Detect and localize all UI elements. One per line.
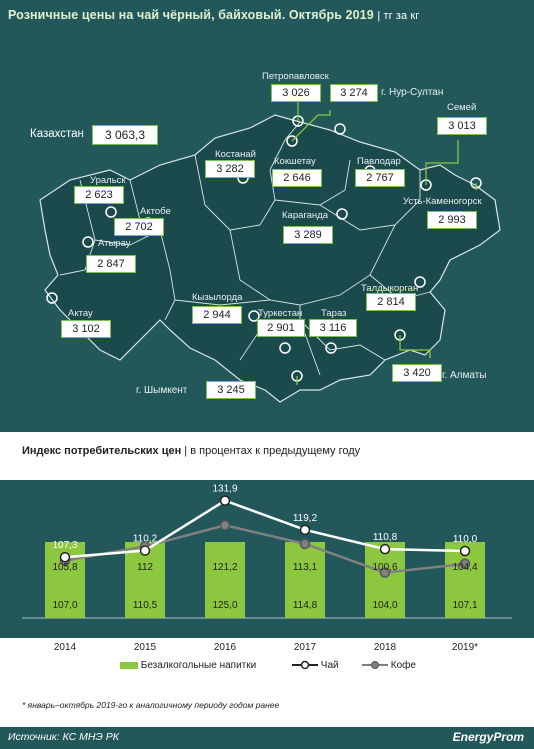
coffee-data-label: 104,4 bbox=[452, 562, 477, 573]
region-name: Кызылорда bbox=[192, 292, 243, 303]
region-name: Семей bbox=[447, 102, 477, 113]
cpi-section-title: Индекс потребительских цен | в процентах… bbox=[22, 445, 361, 457]
map-panel: Казахстан 3 063,3 Петропавловск 3 026 г.… bbox=[0, 30, 534, 432]
coffee-data-label: 105,8 bbox=[52, 562, 77, 573]
region-value: 3 245 bbox=[206, 381, 256, 399]
bar bbox=[365, 542, 405, 618]
bar-data-label: 104,0 bbox=[372, 600, 397, 611]
source-text: Источник: КС МНЭ РК bbox=[8, 731, 119, 743]
region-value: 2 847 bbox=[86, 255, 136, 273]
x-tick-label: 2019* bbox=[452, 642, 478, 653]
region-value: 2 901 bbox=[257, 319, 305, 337]
region-value: 2 944 bbox=[192, 306, 242, 324]
tea-data-label: 119,2 bbox=[293, 513, 318, 524]
region-name: Туркестан bbox=[258, 308, 303, 319]
tea-point bbox=[219, 495, 231, 506]
region-value: 3 013 bbox=[437, 117, 487, 135]
region-name: г. Нур-Султан bbox=[381, 87, 444, 98]
x-tick-labels: 2014 2015 2016 2017 2018 2019* bbox=[54, 642, 478, 653]
coffee-data-label: 112 bbox=[137, 562, 153, 573]
region-value: 3 274 bbox=[330, 84, 378, 102]
legend-coffee-swatch bbox=[362, 661, 388, 670]
bar-data-label: 107,0 bbox=[52, 600, 77, 611]
region-name: Петропавловск bbox=[262, 71, 329, 82]
region-value: 3 289 bbox=[283, 226, 333, 244]
bar-data-label: 125,0 bbox=[212, 600, 237, 611]
region-name: г. Алматы bbox=[442, 370, 487, 381]
coffee-point bbox=[219, 519, 231, 531]
tea-point bbox=[139, 545, 151, 556]
region-value: 2 814 bbox=[366, 293, 416, 311]
region-value: 2 623 bbox=[74, 186, 124, 204]
region-name: Костанай bbox=[215, 149, 256, 160]
tea-point bbox=[459, 545, 471, 557]
footnote: * январь–октябрь 2019-го к аналогичному … bbox=[22, 700, 280, 710]
bar-data-label: 114,8 bbox=[293, 600, 318, 611]
legend-item-coffee: Кофе bbox=[362, 660, 416, 671]
tea-data-label: 131,9 bbox=[212, 484, 237, 495]
country-value: 3 063,3 bbox=[92, 125, 158, 145]
x-tick-label: 2014 bbox=[54, 642, 77, 653]
coffee-point bbox=[299, 538, 311, 550]
region-name: Актобе bbox=[140, 206, 171, 217]
bar bbox=[285, 542, 325, 618]
tea-data-label: 110,0 bbox=[453, 534, 478, 545]
coffee-point bbox=[379, 567, 391, 578]
region-value: 2 646 bbox=[272, 169, 322, 187]
bar-data-label: 110,5 bbox=[133, 600, 158, 611]
legend-item-tea: Чай bbox=[292, 660, 339, 671]
x-tick-label: 2018 bbox=[374, 642, 397, 653]
tea-point bbox=[59, 551, 71, 563]
line-tea bbox=[64, 499, 466, 559]
region-value: 3 420 bbox=[392, 364, 442, 382]
region-value: 2 767 bbox=[355, 169, 405, 187]
footer-bar: Источник: КС МНЭ РК EnergyProm bbox=[0, 727, 534, 749]
region-value: 3 282 bbox=[205, 160, 255, 178]
region-name: Уральск bbox=[90, 175, 126, 186]
legend-tea-swatch bbox=[292, 661, 318, 670]
region-name: Караганда bbox=[282, 210, 328, 221]
legend-bar-swatch bbox=[120, 661, 138, 669]
header-bar: Розничные цены на чай чёрный, байховый. … bbox=[0, 0, 534, 30]
region-name: Талдыкорган bbox=[361, 283, 419, 294]
coffee-data-label: 113,1 bbox=[293, 562, 318, 573]
region-name: Атырау bbox=[98, 238, 131, 249]
x-tick-label: 2017 bbox=[294, 642, 317, 653]
coffee-data-label: 100,6 bbox=[372, 562, 397, 573]
chart-legend: Безалкогольные напитки Чай Кофе bbox=[0, 660, 534, 674]
cpi-chart: 107,3 105,8 107,0 110,2 112 110,5 131,9 121,2 12… bbox=[0, 480, 534, 638]
region-name: Кокшетау bbox=[274, 156, 316, 167]
coffee-point bbox=[459, 558, 471, 570]
region-name: Актау bbox=[68, 308, 93, 319]
region-value: 2 702 bbox=[114, 218, 164, 236]
legend-item-bar: Безалкогольные напитки bbox=[120, 660, 256, 671]
x-tick-label: 2016 bbox=[214, 642, 237, 653]
x-tick-label: 2015 bbox=[134, 642, 157, 653]
coffee-data-label: 121,2 bbox=[212, 562, 237, 573]
tea-point bbox=[299, 524, 311, 536]
line-coffee bbox=[64, 523, 466, 574]
region-name: Усть-Каменогорск bbox=[403, 196, 482, 207]
region-name: Павлодар bbox=[357, 156, 401, 167]
tea-data-label: 107,3 bbox=[52, 540, 77, 551]
cpi-chart-svg: 107,3 105,8 107,0 110,2 112 110,5 131,9 121,2 12… bbox=[22, 484, 512, 619]
energyprom-logo: EnergyProm bbox=[452, 730, 524, 744]
callout-lines bbox=[291, 100, 477, 385]
page-title: Розничные цены на чай чёрный, байховый. … bbox=[8, 8, 420, 22]
tea-data-label: 110,8 bbox=[373, 532, 398, 543]
tea-point bbox=[379, 543, 391, 555]
region-value: 3 026 bbox=[271, 84, 321, 102]
region-value: 2 993 bbox=[427, 211, 477, 229]
region-value: 3 116 bbox=[309, 319, 357, 337]
country-label: Казахстан bbox=[30, 128, 84, 140]
region-name: Тараз bbox=[321, 308, 347, 319]
bar bbox=[205, 542, 245, 618]
region-name: г. Шымкент bbox=[136, 385, 188, 396]
bar-data-label: 107,1 bbox=[452, 600, 477, 611]
region-value: 3 102 bbox=[61, 320, 111, 338]
tea-data-label: 110,2 bbox=[133, 534, 158, 545]
unit-label: | тг за кг bbox=[377, 10, 420, 22]
